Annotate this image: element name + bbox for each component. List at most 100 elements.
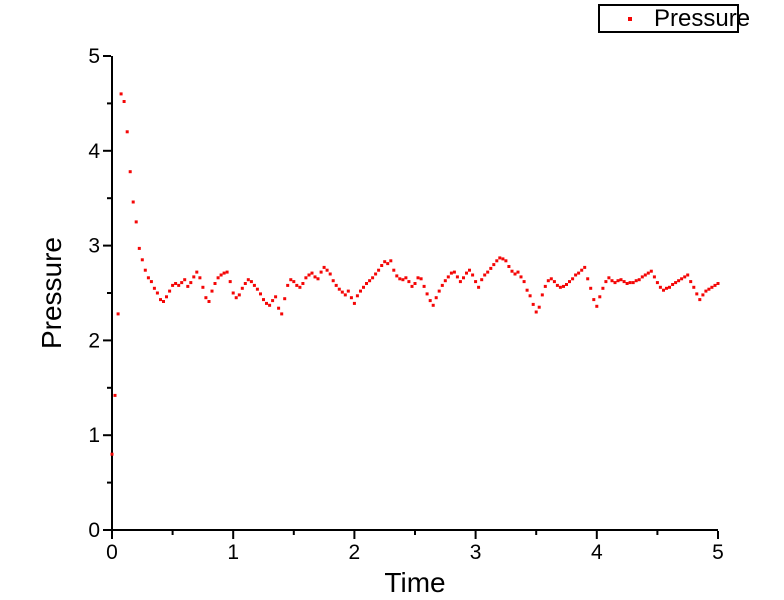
- data-point: [649, 269, 653, 273]
- data-point: [498, 256, 502, 260]
- data-point: [289, 278, 293, 282]
- data-point: [134, 220, 138, 224]
- data-point: [716, 282, 720, 285]
- data-point: [237, 293, 241, 297]
- y-tick-label: 4: [88, 140, 100, 163]
- data-point: [698, 298, 702, 302]
- data-point: [501, 257, 505, 261]
- data-point: [683, 275, 687, 279]
- data-point: [534, 310, 538, 314]
- data-point: [331, 279, 335, 283]
- data-point: [201, 285, 205, 289]
- data-point: [516, 270, 520, 274]
- data-point: [662, 288, 665, 292]
- data-point: [380, 264, 384, 267]
- data-point: [465, 271, 468, 275]
- data-point: [410, 284, 414, 288]
- data-point: [622, 280, 626, 284]
- data-point: [528, 294, 532, 298]
- data-point: [155, 291, 159, 295]
- data-point: [583, 265, 587, 269]
- data-point: [343, 293, 347, 297]
- data-point: [346, 289, 350, 293]
- data-point: [455, 275, 459, 279]
- data-point: [392, 268, 396, 272]
- data-point: [252, 283, 256, 287]
- data-point: [655, 281, 659, 285]
- data-point: [689, 280, 693, 284]
- data-point: [416, 276, 420, 280]
- data-point: [598, 295, 602, 299]
- y-axis-title: Pressure: [36, 236, 67, 350]
- data-point: [489, 266, 493, 270]
- x-tick-label: 5: [712, 541, 724, 564]
- data-point: [440, 283, 444, 287]
- data-point: [407, 280, 411, 284]
- data-point: [277, 306, 281, 310]
- data-point: [637, 278, 641, 282]
- data-point: [352, 301, 356, 305]
- data-point: [368, 279, 372, 283]
- data-point: [686, 273, 690, 277]
- data-point: [395, 274, 399, 278]
- data-point: [677, 279, 681, 283]
- data-point: [280, 312, 284, 316]
- data-point: [195, 270, 199, 274]
- data-point: [428, 299, 432, 303]
- data-point: [362, 285, 365, 289]
- data-point: [543, 284, 547, 288]
- data-point: [477, 285, 481, 289]
- data-point: [204, 296, 208, 300]
- data-point: [286, 283, 290, 287]
- data-point: [616, 279, 620, 283]
- data-point: [328, 272, 332, 276]
- data-point: [325, 268, 329, 272]
- data-point: [177, 283, 181, 287]
- data-point: [474, 280, 478, 284]
- data-point: [149, 280, 153, 284]
- data-point: [316, 277, 320, 281]
- data-point: [189, 281, 193, 285]
- data-point: [231, 291, 235, 295]
- data-point: [704, 289, 708, 293]
- data-point: [165, 295, 168, 299]
- data-point: [301, 282, 305, 285]
- data-point: [462, 276, 465, 280]
- data-point: [604, 280, 608, 284]
- data-point: [207, 300, 211, 303]
- data-point: [140, 258, 144, 262]
- y-tick-label: 5: [88, 45, 100, 68]
- data-point: [365, 282, 368, 285]
- data-point: [595, 304, 599, 308]
- data-point: [668, 285, 671, 289]
- data-point: [401, 278, 405, 282]
- data-point: [652, 275, 656, 279]
- data-point: [504, 259, 508, 263]
- data-point: [355, 294, 359, 298]
- data-point: [546, 279, 550, 283]
- data-point: [558, 285, 562, 289]
- x-tick-label: 4: [591, 541, 603, 564]
- x-tick-label: 1: [227, 541, 239, 564]
- data-point: [707, 287, 711, 291]
- data-point: [619, 278, 623, 282]
- data-point: [310, 271, 314, 275]
- y-tick-label: 3: [88, 235, 100, 258]
- data-point: [322, 265, 326, 269]
- data-point: [213, 282, 217, 285]
- data-point: [110, 452, 114, 456]
- data-point: [446, 275, 450, 279]
- data-point: [243, 282, 247, 285]
- data-point: [713, 283, 717, 287]
- data-point: [122, 100, 126, 103]
- data-point: [386, 262, 390, 266]
- x-axis-title: Time: [384, 567, 446, 598]
- data-point: [452, 270, 456, 274]
- data-point: [568, 280, 571, 284]
- data-point: [571, 277, 575, 281]
- data-point: [601, 286, 605, 290]
- data-point: [234, 296, 238, 300]
- data-point: [665, 286, 668, 290]
- data-point: [262, 298, 265, 302]
